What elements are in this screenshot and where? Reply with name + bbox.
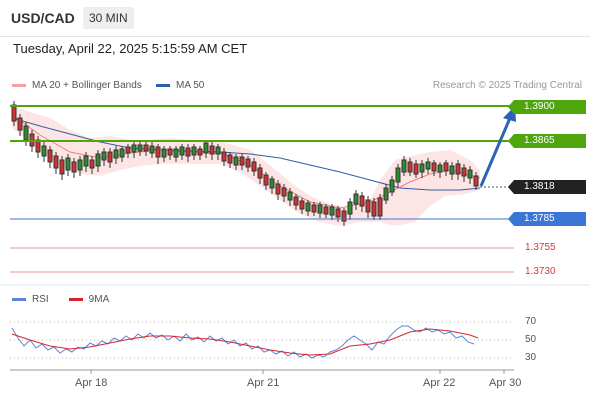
level-label-s3: 1.3730 [525,266,556,277]
chart-datetime: Tuesday, April 22, 2025 5:15:59 AM CET [13,41,248,56]
ma50-swatch [156,84,170,87]
x-label-apr22: Apr 22 [423,377,456,389]
rsi-ma-swatch [68,298,83,301]
symbol-label: USD/CAD [11,10,75,26]
x-label-apr21: Apr 21 [247,377,280,389]
x-label-apr18: Apr 18 [75,377,108,389]
ma50-legend: MA 50 [156,80,204,91]
ma20-swatch [12,84,26,87]
rsi-tick-70: 70 [525,316,537,327]
x-label-apr30: Apr 30 [489,377,522,389]
ma50-legend-label: MA 50 [176,80,205,91]
timeframe-button[interactable]: 30 MIN [83,7,134,29]
research-credit: Research © 2025 Trading Central [432,80,582,91]
rsi-swatch [12,298,26,301]
level-badge-r1: 1.3865 [508,134,586,148]
level-badge-s1: 1.3785 [508,212,586,226]
rsi-legend-label: RSI [32,294,49,305]
candlesticks [11,101,479,226]
rsi-ma-legend-label: 9MA [88,294,110,305]
rsi-tick-50: 50 [525,334,537,345]
ma20-legend-label: MA 20 + Bollinger Bands [32,80,142,91]
rsi-pane [10,321,514,359]
level-badge-r2: 1.3900 [508,100,586,114]
ma50-line [11,117,481,191]
ma20-legend: MA 20 + Bollinger Bands [12,80,142,91]
chart-header: USD/CAD 30 MIN [0,0,590,37]
level-badge-current: 1.3818 [508,180,586,194]
level-label-s2: 1.3755 [525,242,556,253]
rsi-line [11,325,475,359]
rsi-tick-30: 30 [525,352,537,363]
rsi-ma-line [11,328,479,356]
rsi-legend: RSI 9MA [12,294,109,305]
